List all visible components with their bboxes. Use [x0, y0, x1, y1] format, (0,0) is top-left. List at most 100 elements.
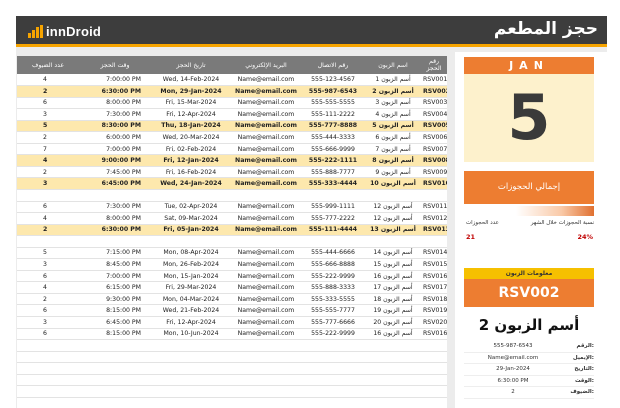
- table-cell-guests[interactable]: 6: [17, 97, 79, 110]
- table-cell-email[interactable]: Name@email.com: [231, 293, 301, 306]
- table-cell-time[interactable]: 6:30:00 PM: [79, 224, 151, 237]
- table-cell-phone[interactable]: 555-333-5555: [301, 293, 365, 306]
- table-row[interactable]: 6 8:15:00 PM Mon, 10-Jun-2024 Name@email.co…: [17, 328, 447, 341]
- col-header-phone[interactable]: رقم الاتصال: [301, 56, 365, 74]
- table-cell-time[interactable]: 6:30:00 PM: [79, 85, 151, 98]
- table-cell-name[interactable]: أسم الزبون 9: [365, 166, 421, 179]
- table-cell-time[interactable]: 8:15:00 PM: [79, 304, 151, 317]
- table-row[interactable]: 3 6:45:00 PM Fri, 12-Apr-2024 Name@email.co…: [17, 316, 447, 329]
- table-cell-name[interactable]: [365, 189, 421, 202]
- month-label[interactable]: JAN: [464, 57, 594, 74]
- table-cell-time[interactable]: 6:15:00 PM: [79, 281, 151, 294]
- table-cell-email[interactable]: [231, 189, 301, 202]
- table-cell-phone[interactable]: 555-111-4444: [301, 224, 365, 237]
- table-cell-id[interactable]: RSV011: [421, 201, 447, 214]
- table-cell-name[interactable]: أسم الزبون 12: [365, 212, 421, 225]
- table-row[interactable]: 7 7:00:00 PM Fri, 02-Feb-2024 Name@email.co…: [17, 143, 447, 156]
- table-row[interactable]: [17, 235, 447, 248]
- table-cell-id[interactable]: RSV014: [421, 247, 447, 260]
- table-row[interactable]: 2 9:30:00 PM Mon, 04-Mar-2024 Name@email.co…: [17, 293, 447, 306]
- table-cell-name[interactable]: أسم الزبون 16: [365, 328, 421, 341]
- table-cell-guests[interactable]: 2: [17, 166, 79, 179]
- table-cell-date[interactable]: Sat, 09-Mar-2024: [151, 212, 231, 225]
- table-cell-date[interactable]: Fri, 02-Feb-2024: [151, 143, 231, 156]
- table-cell-phone[interactable]: 555-777-8888: [301, 120, 365, 133]
- table-cell-guests[interactable]: 4: [17, 154, 79, 167]
- table-cell-name[interactable]: أسم الزبون 13: [365, 224, 421, 237]
- table-cell-name[interactable]: أسم الزبون 19: [365, 304, 421, 317]
- table-cell-id[interactable]: RSV019: [421, 304, 447, 317]
- table-cell-time[interactable]: 9:30:00 PM: [79, 293, 151, 306]
- table-cell-phone[interactable]: 555-444-6666: [301, 247, 365, 260]
- table-cell-phone[interactable]: 555-111-2222: [301, 108, 365, 121]
- table-row[interactable]: 3 7:30:00 PM Fri, 12-Apr-2024 Name@email.co…: [17, 108, 447, 121]
- table-cell-name[interactable]: أسم الزبون 20: [365, 316, 421, 329]
- table-cell-time[interactable]: 7:00:00 PM: [79, 74, 151, 87]
- table-cell-guests[interactable]: 2: [17, 224, 79, 237]
- table-cell-name[interactable]: أسم الزبون 4: [365, 108, 421, 121]
- table-row[interactable]: 3 6:45:00 PM Wed, 24-Jan-2024 Name@email.co…: [17, 177, 447, 190]
- table-cell-email[interactable]: Name@email.com: [231, 224, 301, 237]
- table-cell-phone[interactable]: 555-888-7777: [301, 166, 365, 179]
- col-header-email[interactable]: البريد الإلكتروني: [231, 56, 301, 74]
- table-cell-date[interactable]: Fri, 16-Feb-2024: [151, 166, 231, 179]
- table-cell-date[interactable]: Fri, 05-Jan-2024: [151, 224, 231, 237]
- table-row[interactable]: 5 7:15:00 PM Mon, 08-Apr-2024 Name@email.co…: [17, 247, 447, 260]
- table-cell-email[interactable]: Name@email.com: [231, 247, 301, 260]
- table-cell-name[interactable]: أسم الزبون 15: [365, 258, 421, 271]
- table-cell-date[interactable]: Mon, 08-Apr-2024: [151, 247, 231, 260]
- table-row[interactable]: [17, 189, 447, 202]
- table-cell-time[interactable]: 7:30:00 PM: [79, 201, 151, 214]
- table-cell-email[interactable]: Name@email.com: [231, 97, 301, 110]
- table-cell-date[interactable]: Mon, 10-Jun-2024: [151, 328, 231, 341]
- table-cell-email[interactable]: Name@email.com: [231, 131, 301, 144]
- table-cell-id[interactable]: [421, 235, 447, 248]
- table-cell-time[interactable]: 8:30:00 PM: [79, 120, 151, 133]
- table-cell-phone[interactable]: 555-222-9999: [301, 328, 365, 341]
- table-cell-time[interactable]: [79, 235, 151, 248]
- table-cell-time[interactable]: 8:00:00 PM: [79, 212, 151, 225]
- table-cell-date[interactable]: Wed, 14-Feb-2024: [151, 74, 231, 87]
- table-cell-date[interactable]: Fri, 12-Apr-2024: [151, 108, 231, 121]
- table-cell-date[interactable]: Mon, 29-Jan-2024: [151, 85, 231, 98]
- table-cell-phone[interactable]: 555-999-1111: [301, 201, 365, 214]
- table-cell-phone[interactable]: 555-222-9999: [301, 270, 365, 283]
- table-cell-email[interactable]: Name@email.com: [231, 316, 301, 329]
- table-cell-guests[interactable]: 6: [17, 270, 79, 283]
- table-cell-phone[interactable]: 555-222-1111: [301, 154, 365, 167]
- table-cell-id[interactable]: RSV009: [421, 166, 447, 179]
- table-cell-name[interactable]: أسم الزبون 12: [365, 201, 421, 214]
- table-cell-phone[interactable]: [301, 189, 365, 202]
- table-row[interactable]: 5 8:30:00 PM Thu, 18-Jan-2024 Name@email.co…: [17, 120, 447, 133]
- table-row[interactable]: 4 8:00:00 PM Sat, 09-Mar-2024 Name@email.co…: [17, 212, 447, 225]
- table-cell-name[interactable]: أسم الزبون 5: [365, 120, 421, 133]
- table-cell-name[interactable]: أسم الزبون 3: [365, 97, 421, 110]
- table-cell-id[interactable]: RSV001: [421, 74, 447, 87]
- table-cell-time[interactable]: 6:00:00 PM: [79, 131, 151, 144]
- table-cell-id[interactable]: RSV007: [421, 143, 447, 156]
- table-cell-id[interactable]: RSV006: [421, 131, 447, 144]
- table-cell-email[interactable]: Name@email.com: [231, 143, 301, 156]
- table-cell-phone[interactable]: 555-777-6666: [301, 316, 365, 329]
- table-cell-date[interactable]: Wed, 24-Jan-2024: [151, 177, 231, 190]
- table-cell-guests[interactable]: 3: [17, 108, 79, 121]
- table-cell-email[interactable]: Name@email.com: [231, 201, 301, 214]
- table-cell-time[interactable]: 7:15:00 PM: [79, 247, 151, 260]
- table-cell-email[interactable]: Name@email.com: [231, 212, 301, 225]
- table-cell-email[interactable]: Name@email.com: [231, 154, 301, 167]
- table-cell-time[interactable]: 8:15:00 PM: [79, 328, 151, 341]
- col-header-customer[interactable]: اسم الزبون: [365, 56, 421, 74]
- table-cell-email[interactable]: Name@email.com: [231, 166, 301, 179]
- table-cell-date[interactable]: Fri, 15-Mar-2024: [151, 97, 231, 110]
- table-cell-time[interactable]: 8:00:00 PM: [79, 97, 151, 110]
- table-cell-id[interactable]: RSV003: [421, 97, 447, 110]
- table-cell-phone[interactable]: 555-555-5555: [301, 97, 365, 110]
- col-header-date[interactable]: تاريخ الحجز: [151, 56, 231, 74]
- table-cell-time[interactable]: 6:45:00 PM: [79, 316, 151, 329]
- table-cell-time[interactable]: 8:45:00 PM: [79, 258, 151, 271]
- table-cell-id[interactable]: RSV005: [421, 120, 447, 133]
- table-cell-name[interactable]: أسم الزبون 16: [365, 270, 421, 283]
- table-cell-guests[interactable]: 3: [17, 316, 79, 329]
- table-cell-guests[interactable]: [17, 189, 79, 202]
- table-cell-guests[interactable]: 5: [17, 247, 79, 260]
